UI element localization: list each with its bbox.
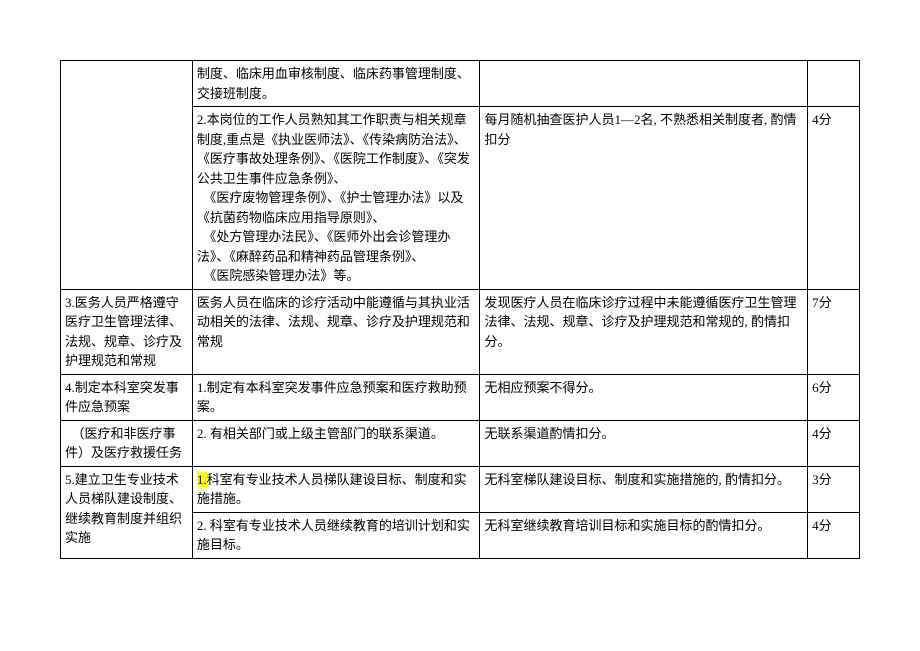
remark-cell (480, 61, 808, 107)
table-row: 3.医务人员严格遵守医疗卫生管理法律、法规、规章、诊疗及护理规范和常规 医务人员… (61, 289, 860, 374)
table-row: 5.建立卫生专业技术人员梯队建设制度、继续教育制度并组织实施 1.科室有专业技术… (61, 466, 860, 512)
remark-cell: 无相应预案不得分。 (480, 374, 808, 420)
content-cell: 1.制定有本科室突发事件应急预案和医疗救助预案。 (192, 374, 480, 420)
score-cell: 6分 (808, 374, 860, 420)
table-row: 制度、临床用血审核制度、临床药事管理制度、交接班制度。 (61, 61, 860, 107)
criteria-cell (61, 61, 193, 290)
content-cell: 制度、临床用血审核制度、临床药事管理制度、交接班制度。 (192, 61, 480, 107)
content-cell: 2. 有相关部门或上级主管部门的联系渠道。 (192, 420, 480, 466)
rubric-table: 制度、临床用血审核制度、临床药事管理制度、交接班制度。 2.本岗位的工作人员熟知… (60, 60, 860, 559)
remark-cell: 每月随机抽查医护人员1—2名, 不熟悉相关制度者, 酌情扣分 (480, 107, 808, 290)
content-cell: 2. 科室有专业技术人员继续教育的培训计划和实施目标。 (192, 512, 480, 558)
content-cell: 医务人员在临床的诊疗活动中能遵循与其执业活动相关的法律、法规、规章、诊疗及护理规… (192, 289, 480, 374)
content-cell: 1.科室有专业技术人员梯队建设目标、制度和实施措施。 (192, 466, 480, 512)
remark-cell: 无科室继续教育培训目标和实施目标的酌情扣分。 (480, 512, 808, 558)
highlight-marker: 1. (197, 472, 207, 487)
remark-cell: 发现医疗人员在临床诊疗过程中未能遵循医疗卫生管理法律、法规、规章、诊疗及护理规范… (480, 289, 808, 374)
criteria-cell: 4.制定本科室突发事件应急预案 (61, 374, 193, 420)
score-cell: 4分 (808, 420, 860, 466)
remark-cell: 无科室梯队建设目标、制度和实施措施的, 酌情扣分。 (480, 466, 808, 512)
table-row: 4.制定本科室突发事件应急预案 1.制定有本科室突发事件应急预案和医疗救助预案。… (61, 374, 860, 420)
criteria-cell: （医疗和非医疗事件）及医疗救援任务 (61, 420, 193, 466)
criteria-cell: 3.医务人员严格遵守医疗卫生管理法律、法规、规章、诊疗及护理规范和常规 (61, 289, 193, 374)
score-cell (808, 61, 860, 107)
content-cell: 2.本岗位的工作人员熟知其工作职责与相关规章制度,重点是《执业医师法》、《传染病… (192, 107, 480, 290)
criteria-cell: 5.建立卫生专业技术人员梯队建设制度、继续教育制度并组织实施 (61, 466, 193, 558)
score-cell: 3分 (808, 466, 860, 512)
table-row: （医疗和非医疗事件）及医疗救援任务 2. 有相关部门或上级主管部门的联系渠道。 … (61, 420, 860, 466)
score-cell: 4分 (808, 107, 860, 290)
score-cell: 4分 (808, 512, 860, 558)
remark-cell: 无联系渠道酌情扣分。 (480, 420, 808, 466)
score-cell: 7分 (808, 289, 860, 374)
